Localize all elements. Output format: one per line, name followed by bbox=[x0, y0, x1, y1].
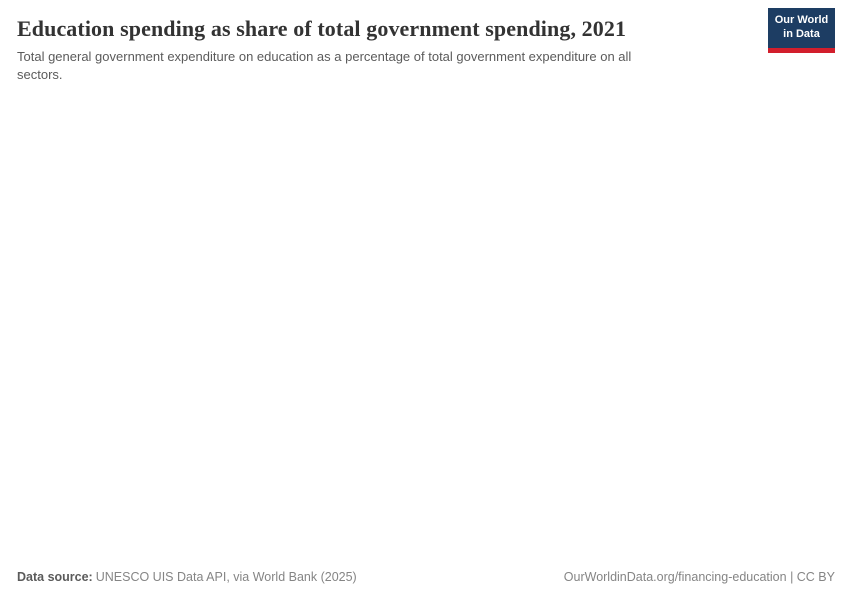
data-source-value: UNESCO UIS Data API, via World Bank (202… bbox=[95, 570, 357, 584]
chart-title: Education spending as share of total gov… bbox=[17, 16, 627, 41]
chart-subtitle: Total general government expenditure on … bbox=[17, 49, 632, 82]
data-source: Data source: UNESCO UIS Data API, via Wor… bbox=[17, 570, 357, 584]
data-source-label: Data source: bbox=[17, 570, 93, 584]
origin-url-license-link[interactable]: OurWorldinData.org/financing-education |… bbox=[563, 570, 835, 584]
title-block: Education spending as share of total gov… bbox=[17, 10, 677, 83]
owid-logo-line2: in Data bbox=[783, 28, 820, 40]
owid-logo[interactable]: Our World in Data bbox=[768, 8, 835, 53]
chart-plot-area-empty bbox=[17, 83, 835, 570]
chart-footer: Data source: UNESCO UIS Data API, via Wor… bbox=[17, 570, 835, 584]
chart-header: Education spending as share of total gov… bbox=[17, 8, 835, 83]
owid-logo-line1: Our World bbox=[774, 14, 829, 27]
